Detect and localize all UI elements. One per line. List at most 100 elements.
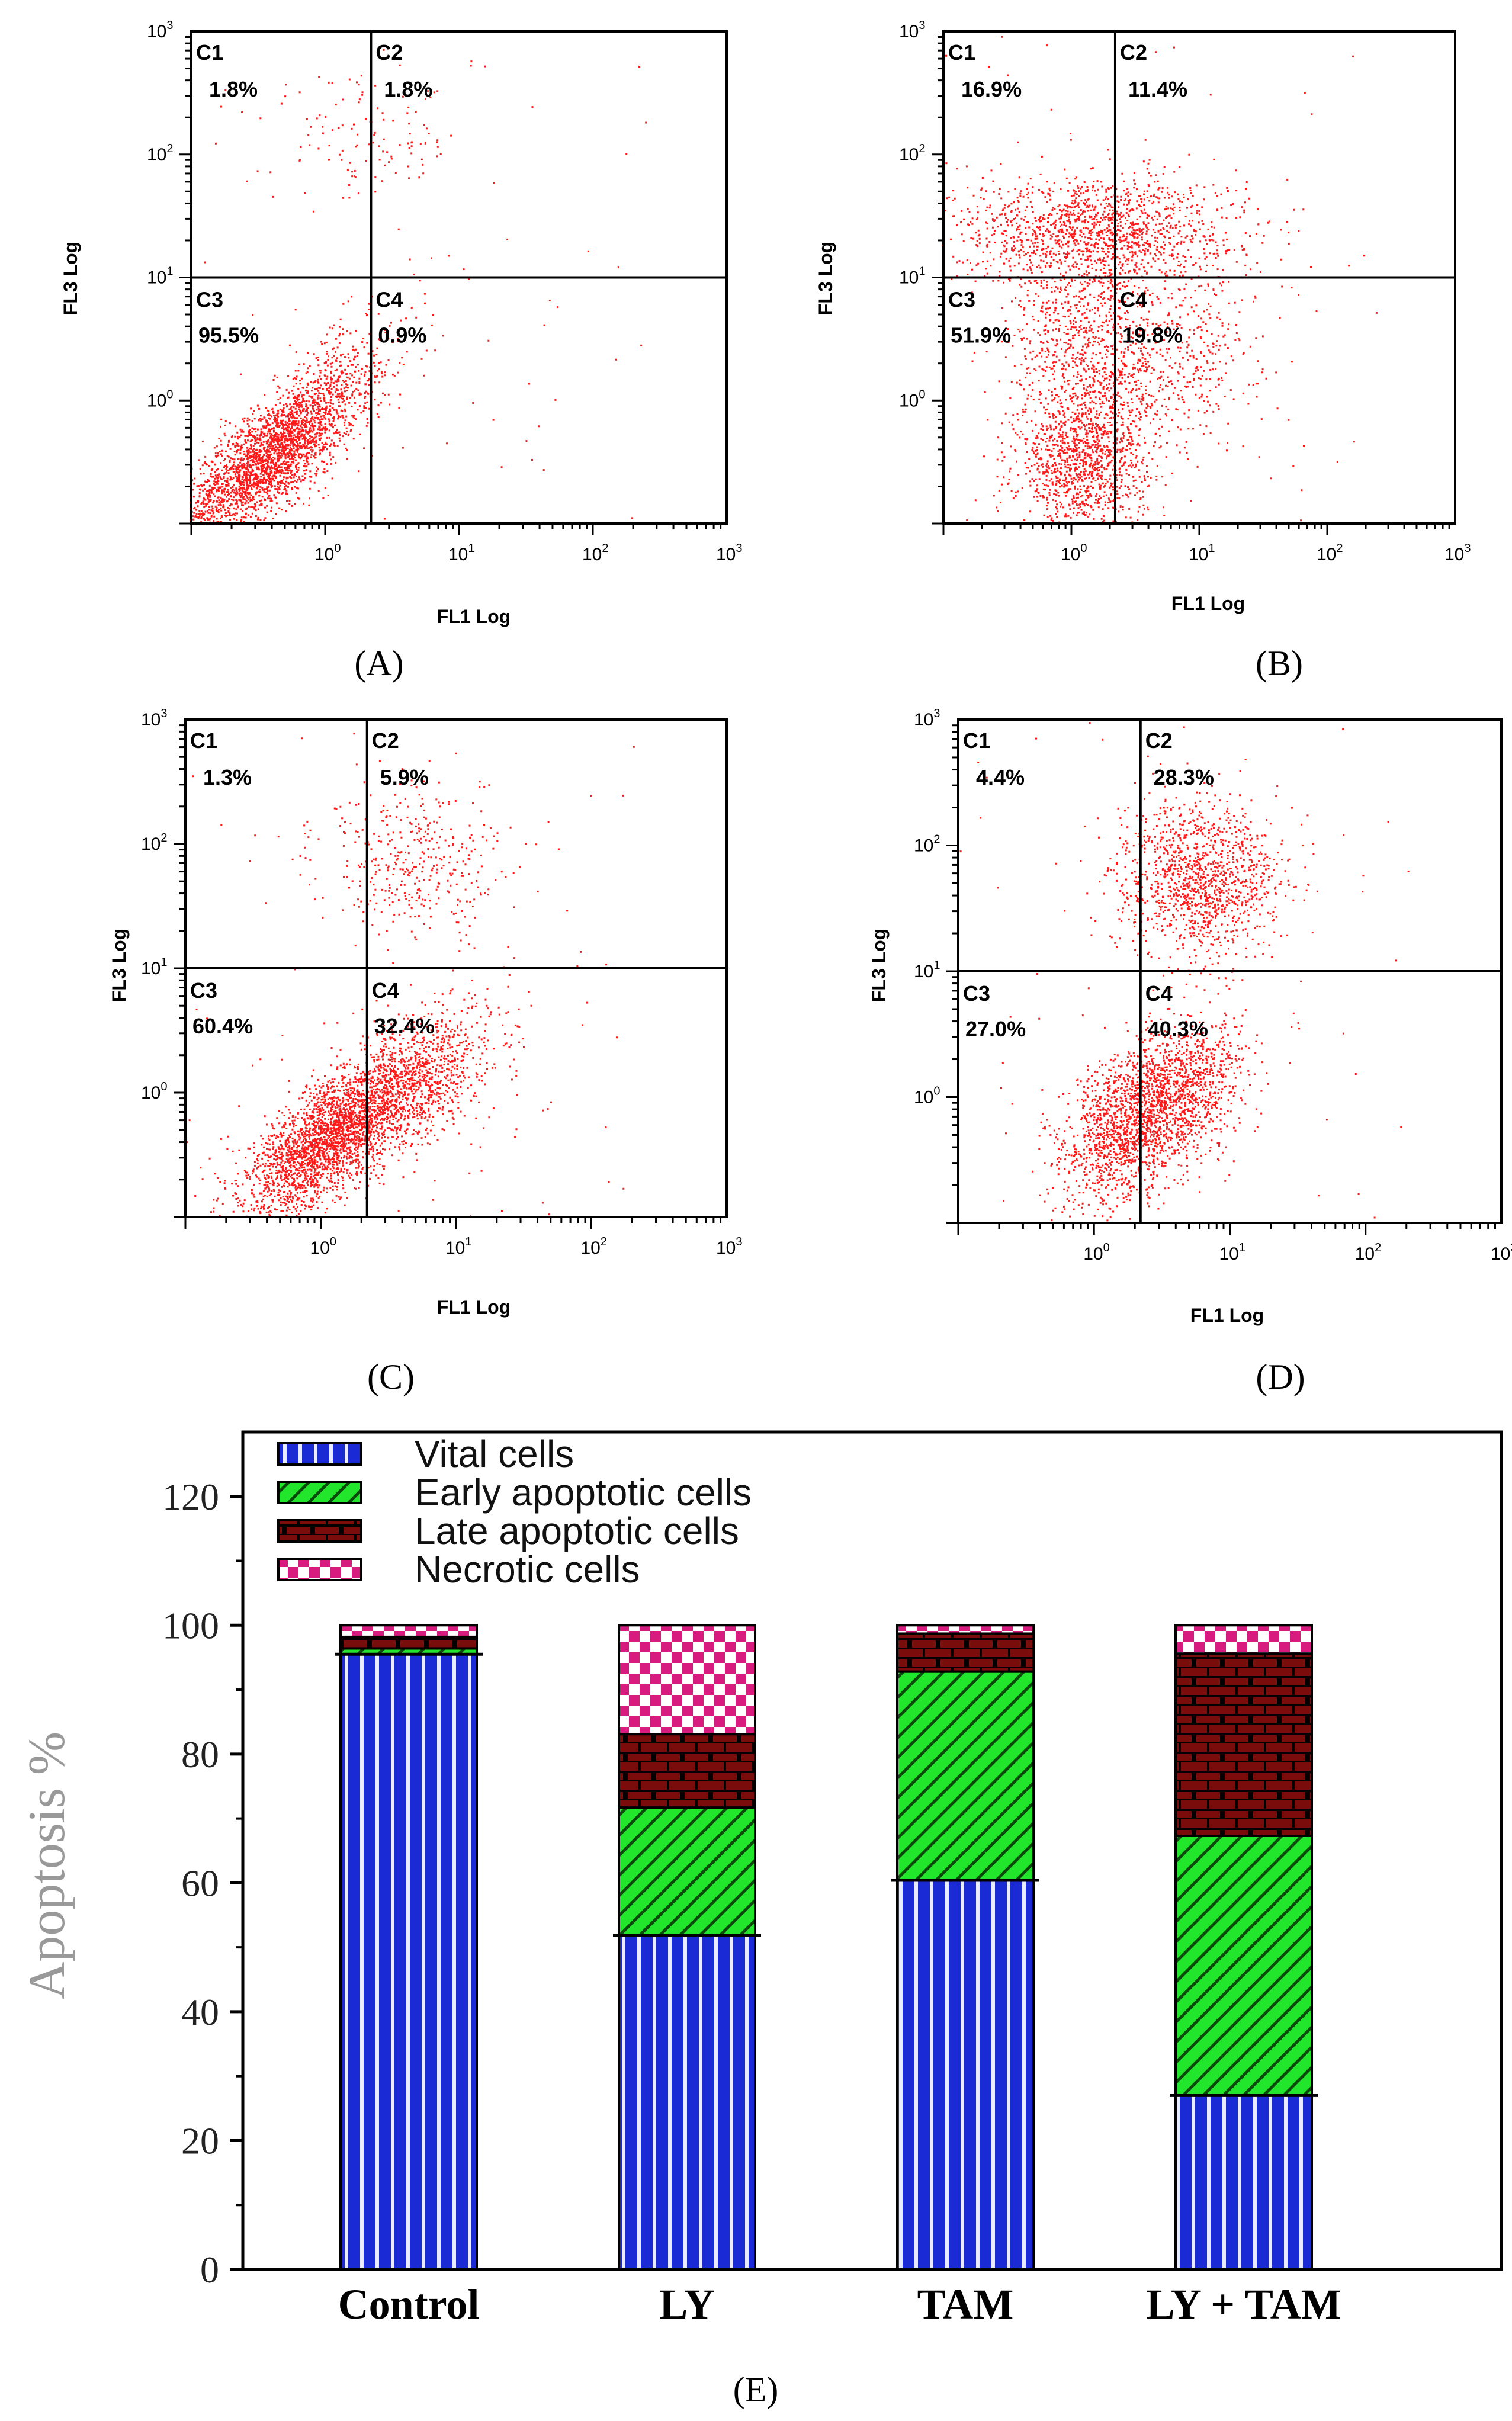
bar-segment-late-apoptotic-cells (1174, 1652, 1313, 1837)
quadrant-name: C1 (963, 728, 990, 753)
quadrant-value: 4.4% (976, 765, 1025, 789)
y-tick-label: 100 (162, 1604, 219, 1646)
quadrant-name: C3 (190, 978, 217, 1003)
bar-group-2 (891, 1624, 1039, 2271)
quadrant-value: 16.9% (961, 77, 1022, 101)
bar-segment-necrotic-cells (896, 1624, 1035, 1635)
quadrant-value: 1.3% (203, 765, 252, 789)
bar-segment-early-apoptotic-cells (1174, 1834, 1313, 2097)
quadrant-value: 27.0% (965, 1017, 1026, 1041)
x-axis-title: FL1 Log (1190, 1305, 1264, 1326)
x-tick-label: 103 (1491, 1241, 1512, 1264)
y-tick-exponent: 3 (160, 707, 167, 720)
x-tick-exponent: 2 (601, 1235, 607, 1248)
quadrant-value: 95.5% (198, 323, 259, 348)
quadrant-value: 51.9% (951, 323, 1011, 348)
panel-caption: (B) (1256, 644, 1303, 683)
y-tick-exponent: 1 (160, 956, 167, 969)
scatter-points (190, 49, 647, 524)
x-tick-exponent: 2 (1375, 1241, 1381, 1254)
x-axis-title: FL1 Log (437, 1296, 511, 1318)
quadrant-value: 19.8% (1122, 323, 1183, 348)
y-axis-title: Apoptosis % (18, 1732, 76, 1999)
x-axis-title: FL1 Log (1171, 593, 1245, 614)
y-tick-exponent: 1 (166, 265, 173, 278)
y-tick-exponent: 3 (166, 19, 173, 32)
y-tick-label: 100 (899, 388, 926, 410)
quadrant-name: C2 (1120, 40, 1147, 65)
x-tick-label: 100 (1061, 542, 1087, 564)
x-tick-label: 101 (1189, 542, 1215, 564)
quadrant-value: 40.3% (1148, 1017, 1208, 1041)
quadrant-value: 1.8% (384, 77, 432, 101)
y-tick-label: 102 (899, 142, 926, 165)
bar-segment-vital-cells (896, 1879, 1035, 2271)
legend-swatch (277, 1442, 362, 1466)
x-tick-exponent: 2 (1336, 542, 1343, 555)
x-tick-exponent: 2 (602, 542, 608, 555)
legend-label: Necrotic cells (415, 1548, 640, 1591)
y-tick-label: 80 (181, 1733, 219, 1775)
x-category-label: LY (659, 2281, 714, 2328)
y-axis-title: FL3 Log (815, 242, 836, 315)
x-tick-exponent: 0 (330, 1235, 336, 1248)
x-category-label: LY + TAM (1146, 2281, 1341, 2328)
bar-segment-vital-cells (1174, 2094, 1313, 2271)
y-tick-exponent: 3 (933, 707, 940, 720)
bar-segment-early-apoptotic-cells (618, 1806, 756, 1937)
y-tick-exponent: 2 (160, 831, 167, 845)
bar-segment-necrotic-cells (339, 1624, 478, 1638)
panel-caption: (A) (354, 644, 403, 683)
quadrant-name: C4 (372, 978, 399, 1003)
axis-ticks (946, 724, 1497, 1235)
scatter-dots (959, 722, 1410, 1224)
bar-group-1 (613, 1624, 761, 2271)
quadrant-name: C3 (196, 288, 223, 312)
x-tick-exponent: 0 (1080, 542, 1087, 555)
legend-label: Late apoptotic cells (415, 1510, 739, 1552)
x-tick-exponent: 1 (465, 1235, 471, 1248)
x-tick-label: 100 (1083, 1241, 1110, 1264)
bar-segment-necrotic-cells (618, 1624, 756, 1736)
axis-ticks (932, 36, 1450, 535)
y-tick-label: 100 (141, 1080, 168, 1103)
scatter-dots (190, 49, 647, 524)
quadrant-name: C3 (948, 288, 975, 312)
legend-label: Vital cells (415, 1433, 574, 1475)
y-axis-title: FL3 Log (868, 929, 890, 1002)
x-category-label: Control (338, 2281, 480, 2328)
axis-ticks (179, 36, 722, 535)
legend-swatch (277, 1558, 362, 1581)
quadrant-name: C4 (1120, 288, 1147, 312)
x-tick-exponent: 3 (1510, 1241, 1512, 1254)
y-tick-label: 120 (162, 1476, 219, 1518)
quadrant-name: C1 (196, 40, 223, 65)
y-tick-exponent: 2 (166, 142, 173, 155)
legend-label: Early apoptotic cells (415, 1471, 752, 1514)
y-tick-label: 40 (181, 1991, 219, 2033)
y-tick-exponent: 2 (919, 142, 925, 155)
panel-caption: (C) (367, 1357, 415, 1396)
x-axis-title: FL1 Log (437, 606, 511, 627)
y-tick-exponent: 0 (933, 1085, 940, 1098)
bar-segment-vital-cells (339, 1653, 478, 2271)
x-tick-exponent: 3 (736, 1235, 742, 1248)
x-tick-exponent: 1 (468, 542, 474, 555)
scatter-points (186, 733, 647, 1218)
y-tick-label: 100 (914, 1085, 940, 1107)
bar-segment-necrotic-cells (1174, 1624, 1313, 1655)
y-tick-exponent: 0 (160, 1080, 167, 1093)
bar-segment-late-apoptotic-cells (339, 1635, 478, 1650)
quadrant-name: C1 (948, 40, 975, 65)
y-tick-label: 101 (899, 265, 926, 288)
panel-caption: (E) (733, 2370, 779, 2409)
x-tick-label: 103 (1444, 542, 1471, 564)
y-tick-exponent: 1 (919, 265, 925, 278)
bar-segment-late-apoptotic-cells (896, 1632, 1035, 1673)
quadrant-value: 11.4% (1128, 77, 1187, 101)
bar-group-0 (335, 1624, 483, 2271)
